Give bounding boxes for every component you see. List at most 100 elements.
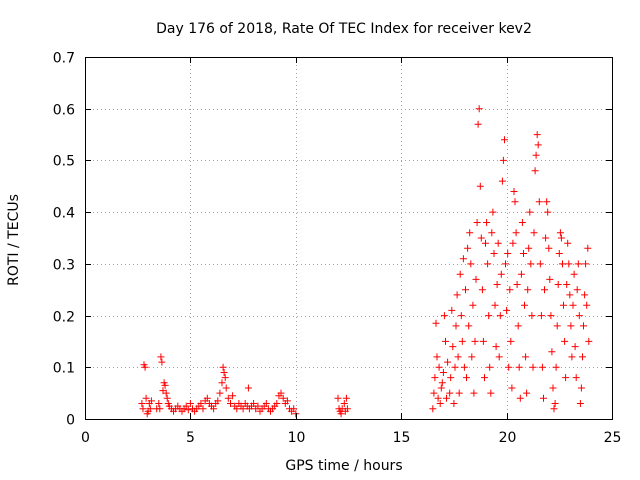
- data-point: [459, 255, 467, 263]
- data-point: [501, 136, 508, 144]
- data-point: [553, 322, 561, 330]
- x-tick-label: 5: [186, 430, 195, 446]
- y-tick-labels: 0 0.1 0.2 0.3 0.4 0.5 0.6 0.7: [53, 51, 75, 429]
- data-point: [470, 389, 478, 397]
- data-point: [156, 405, 164, 413]
- data-point: [506, 286, 514, 294]
- data-point: [186, 400, 194, 407]
- data-point: [570, 270, 578, 278]
- data-point: [514, 322, 522, 330]
- data-point: [487, 389, 495, 397]
- data-point: [465, 322, 473, 330]
- data-point: [585, 337, 593, 345]
- data-point: [458, 337, 466, 345]
- data-point: [571, 343, 579, 351]
- x-tick-label: 0: [81, 430, 90, 446]
- data-point: [554, 281, 562, 288]
- data-point: [556, 229, 564, 237]
- data-point: [462, 286, 469, 294]
- data-point: [262, 400, 270, 407]
- data-point: [342, 394, 350, 402]
- data-point: [436, 400, 444, 407]
- data-point: [560, 301, 567, 309]
- data-point: [540, 394, 547, 402]
- data-point: [499, 156, 507, 164]
- data-point: [507, 337, 515, 345]
- y-tick-label: 0.3: [53, 258, 75, 274]
- data-point: [527, 260, 535, 268]
- data-point: [485, 312, 493, 320]
- data-point: [477, 234, 485, 242]
- data-point: [533, 131, 541, 139]
- data-point: [449, 343, 457, 351]
- data-point: [142, 394, 150, 402]
- data-point: [279, 394, 287, 402]
- data-point: [563, 281, 571, 288]
- data-point: [543, 198, 551, 206]
- data-point: [158, 358, 166, 366]
- data-point: [579, 353, 586, 361]
- data-point: [244, 384, 252, 392]
- data-point: [535, 198, 543, 206]
- data-point: [565, 260, 573, 268]
- data-point: [464, 244, 472, 252]
- data-point: [334, 394, 342, 402]
- data-point: [584, 244, 592, 252]
- data-point: [474, 120, 482, 128]
- data-point: [509, 239, 517, 247]
- data-point: [547, 312, 555, 320]
- y-tick-label: 0.5: [53, 154, 75, 170]
- data-point: [138, 400, 146, 407]
- chart-title: Day 176 of 2018, Rate Of TEC Index for r…: [156, 21, 532, 37]
- y-tick-label: 0.2: [53, 310, 75, 326]
- data-point: [542, 234, 550, 242]
- data-point: [512, 229, 520, 237]
- data-point: [467, 260, 475, 268]
- data-point: [277, 389, 285, 397]
- data-point: [469, 301, 477, 309]
- data-point: [454, 353, 462, 361]
- data-point: [582, 260, 590, 268]
- data-point: [577, 384, 585, 392]
- data-point: [448, 306, 456, 314]
- data-point: [479, 337, 487, 345]
- data-point: [488, 229, 496, 237]
- data-point: [439, 369, 447, 376]
- data-point: [572, 374, 580, 382]
- data-point: [446, 389, 454, 397]
- data-point: [486, 363, 494, 371]
- data-point: [494, 239, 502, 247]
- data-point: [521, 301, 528, 309]
- y-tick-label: 0.6: [53, 103, 75, 119]
- data-point: [528, 312, 536, 320]
- data-point: [438, 379, 446, 387]
- y-axis-label: ROTI / TECUs: [6, 194, 22, 286]
- data-point: [447, 374, 455, 382]
- data-point: [221, 374, 229, 382]
- data-point: [218, 379, 226, 387]
- data-point: [216, 389, 224, 397]
- data-point: [440, 312, 448, 320]
- data-point: [292, 410, 300, 418]
- data-point: [141, 363, 149, 371]
- data-point: [549, 384, 557, 392]
- grid-lines: [85, 57, 612, 419]
- data-point: [541, 286, 548, 294]
- data-point: [227, 400, 234, 407]
- data-point: [162, 389, 170, 397]
- data-point: [163, 394, 171, 402]
- data-point: [561, 337, 569, 345]
- data-point: [548, 348, 556, 356]
- data-point: [574, 260, 582, 268]
- data-point: [538, 363, 546, 371]
- data-point: [468, 353, 476, 361]
- data-point: [576, 400, 584, 407]
- data-point: [157, 353, 165, 361]
- data-point: [337, 410, 345, 418]
- plot-frame: [85, 57, 613, 420]
- data-point: [526, 208, 534, 216]
- data-point: [473, 219, 481, 226]
- data-point: [562, 374, 570, 382]
- data-point: [254, 402, 262, 410]
